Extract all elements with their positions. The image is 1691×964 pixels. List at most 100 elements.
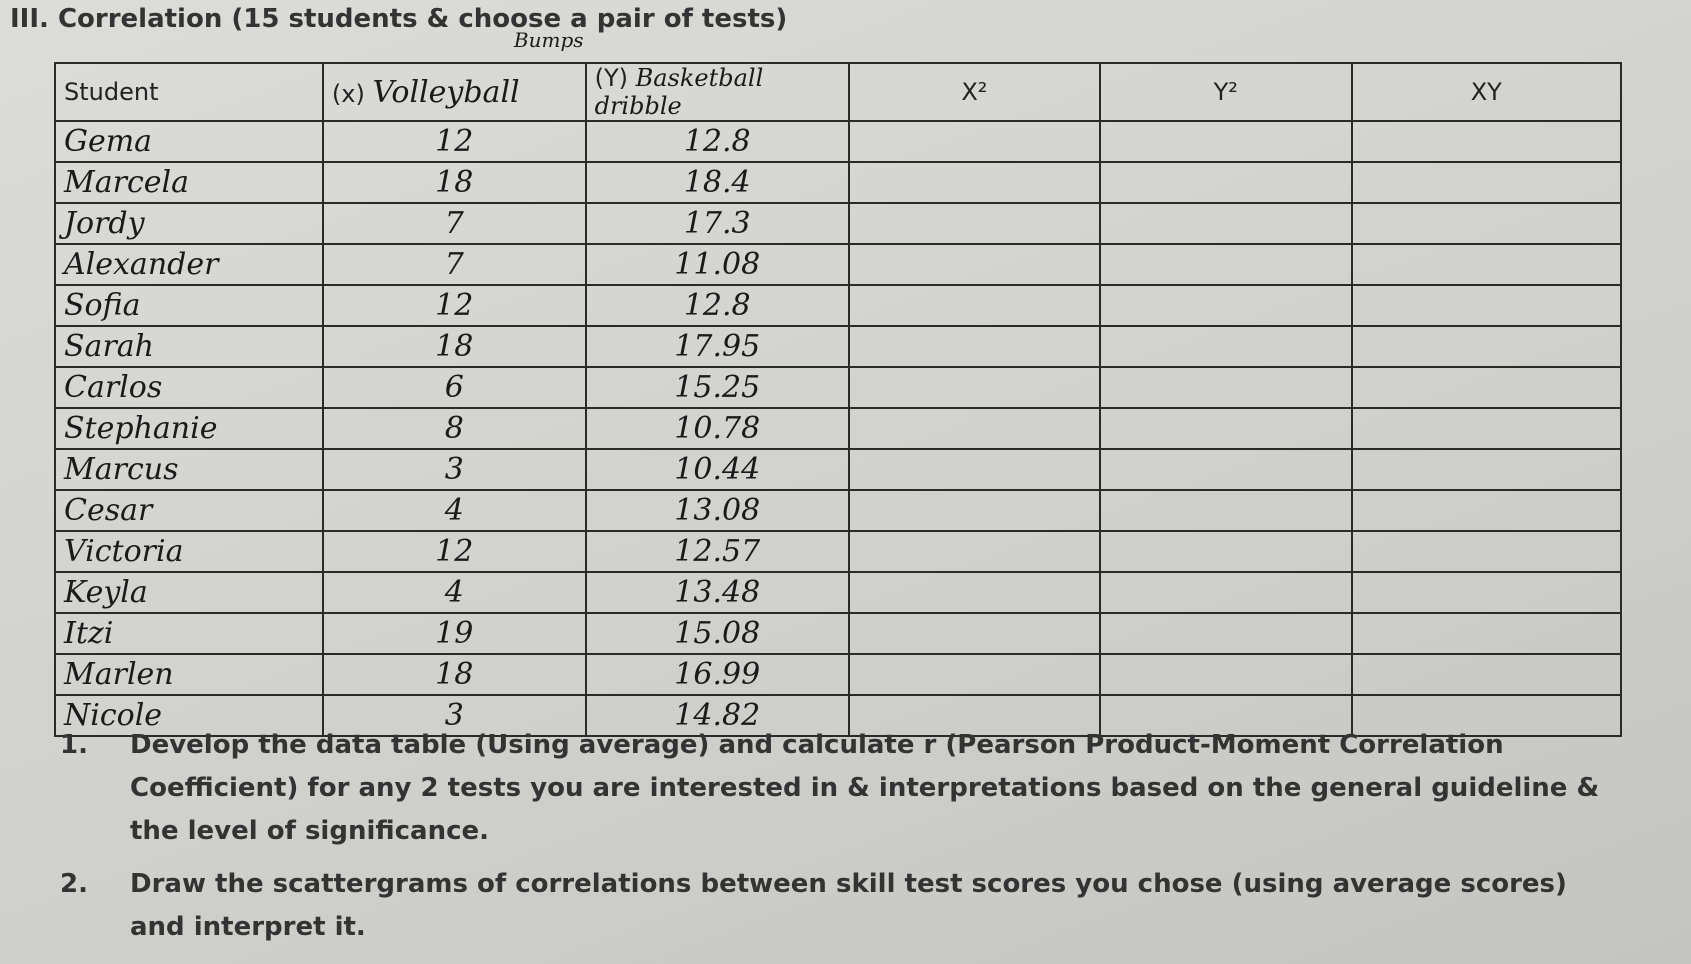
empty-cell bbox=[1350, 202, 1623, 245]
instruction-item: 1. Develop the data table (Using average)… bbox=[60, 724, 1620, 853]
instruction-text: Develop the data table (Using average) a… bbox=[130, 730, 1600, 846]
empty-cell bbox=[847, 325, 1101, 368]
empty-cell bbox=[1350, 284, 1623, 327]
worksheet-title: III. Correlation (15 students & choose a… bbox=[10, 4, 788, 34]
y-test-name: Basketball dribble bbox=[594, 64, 764, 120]
empty-cell bbox=[1098, 407, 1353, 450]
empty-cell bbox=[1350, 120, 1623, 163]
table-row: Cesar 4 13.08 bbox=[54, 489, 1623, 532]
score-cell: 18 bbox=[321, 161, 587, 204]
score-cell: 17.3 bbox=[584, 202, 850, 245]
empty-cell bbox=[1098, 571, 1353, 614]
empty-cell bbox=[847, 489, 1101, 532]
empty-cell bbox=[1098, 202, 1353, 245]
table-row: Keyla 4 13.48 bbox=[54, 571, 1623, 614]
x-test-note: Bumps bbox=[513, 28, 584, 52]
score-cell: 4 bbox=[321, 571, 587, 614]
score-cell: 12.8 bbox=[584, 120, 850, 163]
empty-cell bbox=[1350, 694, 1623, 737]
table-row: Sofia 12 12.8 bbox=[54, 284, 1623, 327]
score-cell: 8 bbox=[321, 407, 587, 450]
score-cell: 4 bbox=[321, 489, 587, 532]
empty-cell bbox=[1350, 612, 1623, 655]
student-name: Marcela bbox=[54, 161, 324, 204]
table-row: Gema 12 12.8 bbox=[54, 120, 1623, 163]
empty-cell bbox=[1098, 530, 1353, 573]
empty-cell bbox=[847, 407, 1101, 450]
table-row: Nicole 3 14.82 bbox=[54, 694, 1623, 737]
header-cell: Student bbox=[54, 62, 324, 122]
empty-cell bbox=[847, 694, 1101, 737]
empty-cell bbox=[847, 202, 1101, 245]
empty-cell bbox=[847, 284, 1101, 327]
instruction-number: 1. bbox=[60, 730, 88, 760]
header-cell: (Y) Basketball dribble bbox=[584, 62, 850, 122]
empty-cell bbox=[1350, 161, 1623, 204]
empty-cell bbox=[1350, 325, 1623, 368]
empty-cell bbox=[1350, 407, 1623, 450]
score-cell: 7 bbox=[321, 202, 587, 245]
score-cell: 18 bbox=[321, 653, 587, 696]
empty-cell bbox=[1098, 489, 1353, 532]
student-name: Alexander bbox=[54, 243, 324, 286]
empty-cell bbox=[1098, 243, 1353, 286]
header-cell: XY bbox=[1350, 62, 1623, 122]
table-row: Marcus 3 10.44 bbox=[54, 448, 1623, 491]
score-cell: 16.99 bbox=[584, 653, 850, 696]
score-cell: 19 bbox=[321, 612, 587, 655]
empty-cell bbox=[1350, 571, 1623, 614]
student-name: Itzi bbox=[54, 612, 324, 655]
empty-cell bbox=[847, 161, 1101, 204]
student-name: Carlos bbox=[54, 366, 324, 409]
score-cell: 13.48 bbox=[584, 571, 850, 614]
score-cell: 12 bbox=[321, 530, 587, 573]
score-cell: 12.57 bbox=[584, 530, 850, 573]
table-row: Marlen 18 16.99 bbox=[54, 653, 1623, 696]
empty-cell bbox=[1098, 653, 1353, 696]
table-row: Victoria 12 12.57 bbox=[54, 530, 1623, 573]
empty-cell bbox=[1350, 448, 1623, 491]
empty-cell bbox=[847, 653, 1101, 696]
header-label: (Y) bbox=[594, 64, 628, 92]
score-cell: 12 bbox=[321, 284, 587, 327]
empty-cell bbox=[1098, 161, 1353, 204]
header-row: Student (x) Volleyball Bumps (Y) Basketball… bbox=[54, 28, 1623, 122]
table-row: Carlos 6 15.25 bbox=[54, 366, 1623, 409]
student-name: Keyla bbox=[54, 571, 324, 614]
score-cell: 18 bbox=[321, 325, 587, 368]
table-row: Jordy 7 17.3 bbox=[54, 202, 1623, 245]
instructions: 1. Develop the data table (Using average)… bbox=[60, 724, 1620, 959]
header-cell: (x) Volleyball Bumps bbox=[321, 28, 587, 122]
empty-cell bbox=[1098, 325, 1353, 368]
empty-cell bbox=[847, 120, 1101, 163]
empty-cell bbox=[1350, 653, 1623, 696]
header-label: Y² bbox=[1213, 78, 1238, 106]
score-cell: 17.95 bbox=[584, 325, 850, 368]
student-name: Gema bbox=[54, 120, 324, 163]
score-cell: 13.08 bbox=[584, 489, 850, 532]
data-table: Student (x) Volleyball Bumps (Y) Basketball… bbox=[54, 28, 1623, 737]
score-cell: 3 bbox=[321, 448, 587, 491]
score-cell: 12.8 bbox=[584, 284, 850, 327]
table-row: Alexander 7 11.08 bbox=[54, 243, 1623, 286]
student-name: Victoria bbox=[54, 530, 324, 573]
student-name: Jordy bbox=[54, 202, 324, 245]
score-cell: 10.78 bbox=[584, 407, 850, 450]
score-cell: 7 bbox=[321, 243, 587, 286]
student-name: Marlen bbox=[54, 653, 324, 696]
instruction-item: 2. Draw the scattergrams of correlations … bbox=[60, 863, 1620, 949]
score-cell: 11.08 bbox=[584, 243, 850, 286]
student-name: Stephanie bbox=[54, 407, 324, 450]
table-row: Sarah 18 17.95 bbox=[54, 325, 1623, 368]
student-name: Cesar bbox=[54, 489, 324, 532]
empty-cell bbox=[847, 571, 1101, 614]
empty-cell bbox=[1098, 694, 1353, 737]
score-cell: 14.82 bbox=[584, 694, 850, 737]
header-label: Student bbox=[64, 78, 159, 106]
score-cell: 18.4 bbox=[584, 161, 850, 204]
empty-cell bbox=[1098, 448, 1353, 491]
score-cell: 3 bbox=[321, 694, 587, 737]
empty-cell bbox=[1350, 243, 1623, 286]
empty-cell bbox=[1098, 366, 1353, 409]
header-cell: X² bbox=[847, 62, 1101, 122]
